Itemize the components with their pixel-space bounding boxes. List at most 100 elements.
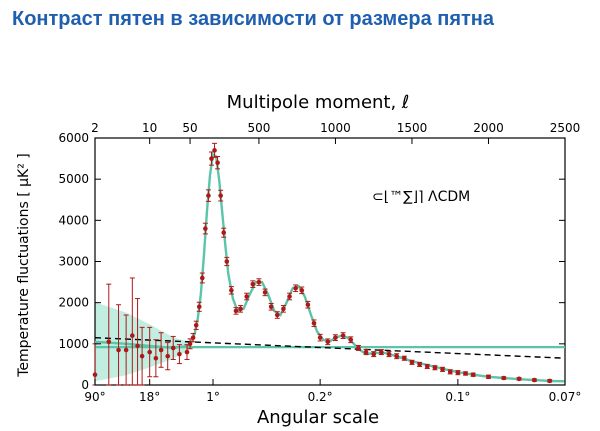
data-point [268,304,274,310]
data-point [106,339,112,345]
data-point [363,349,369,355]
data-point [463,371,468,376]
data-point [317,335,323,340]
y-tick-label: 2000 [58,296,89,310]
top-tick-label: 2000 [473,121,504,135]
y-tick-label: 3000 [58,255,89,269]
data-point [305,302,311,308]
bottom-tick-label: 0.1° [445,390,470,404]
data-point [402,355,407,361]
data-point [147,349,152,355]
data-point [233,308,239,314]
data-point [311,320,317,326]
data-point [424,364,430,369]
data-point [215,160,220,165]
top-tick-label: 2500 [550,121,581,135]
series-lines [94,152,566,383]
bottom-tick-label: 0.07° [549,390,582,404]
data-point [92,372,98,378]
data-point [281,306,286,312]
y-tick-label: 4000 [58,213,89,227]
data-point [203,226,208,231]
bottom-tick-label: 18° [139,390,160,404]
data-point [212,148,217,153]
data-point [274,312,280,318]
data-point [250,281,256,287]
data-point [386,351,392,357]
bottom-tick-label: 90° [84,390,105,404]
data-point [165,353,171,359]
data-point [262,290,268,295]
data-point [287,294,292,299]
data-point [470,372,476,378]
top-tick-label: 2 [91,121,99,135]
data-point [130,333,135,338]
data-point [379,349,384,355]
data-point [371,351,377,357]
data-point [409,360,415,365]
data-point [123,347,129,353]
y-tick-label: 5000 [58,172,89,186]
data-point [486,374,491,380]
y-axis-label: Temperature fluctuations [ μK² ] [16,153,32,378]
data-point [299,288,305,293]
data-point [440,367,445,372]
x2-axis-label: Multipole moment, ℓ [227,92,410,113]
data-point [333,335,338,340]
data-point [206,193,211,198]
top-tick-label: 1000 [320,121,351,135]
data-point [135,343,140,349]
data-point [190,335,196,340]
data-point [177,351,182,357]
data-point [348,337,354,343]
bottom-tick-label: 1° [206,390,220,404]
data-point [501,375,507,381]
y-tick-label: 0 [81,378,89,392]
data-point [193,323,199,328]
data-point [218,193,223,198]
data-point [224,259,230,264]
top-tick-label: 500 [247,121,270,135]
data-point [394,353,399,359]
variance-band [95,302,192,382]
data-point [447,369,453,375]
y-tick-label: 1000 [58,337,89,351]
data-point [158,347,164,353]
slide-title: Контраст пятен в зависимости от размера … [12,8,494,30]
data-point [184,349,190,355]
x-axis-label: Angular scale [257,407,379,428]
data-point [196,304,202,310]
data-point [153,355,159,361]
cosmic-variance-band [95,302,192,382]
bottom-tick-label: 0.2° [308,390,333,404]
data-point [221,230,227,235]
data-point [325,339,331,345]
top-tick-label: 50 [182,121,197,135]
data-point [293,285,298,291]
top-tick-label: 1500 [397,121,428,135]
data-point [516,376,522,382]
data-point [200,275,205,281]
data-point [417,362,422,367]
data-point [432,365,438,371]
data-point [532,377,537,383]
data-point [139,353,145,359]
data-point [229,288,234,293]
data-point [356,345,361,351]
top-tick-label: 10 [142,121,157,135]
data-point [547,378,552,384]
data-point [455,370,461,375]
model-annotation: ⊂⌊™∑⌋⌉ ΛCDM [372,189,470,205]
data-point [116,347,121,353]
data-points [92,142,553,386]
dashed-model-line [94,337,566,359]
data-point [256,279,262,285]
data-point [244,294,249,299]
data-point [340,333,346,338]
y-tick-label: 6000 [58,131,89,145]
data-point [238,306,243,312]
data-point [170,345,176,351]
data-point [187,341,193,347]
